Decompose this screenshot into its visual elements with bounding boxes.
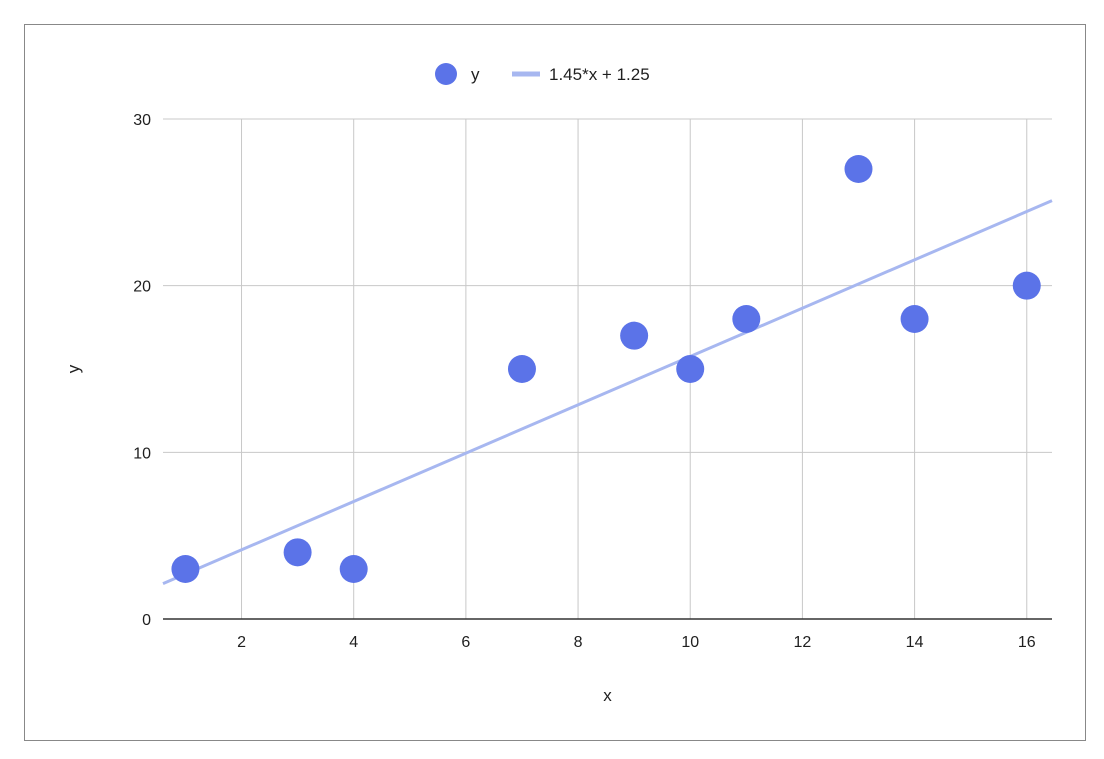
x-tick-label: 14	[906, 634, 924, 651]
data-point	[620, 321, 649, 350]
grid-lines	[163, 118, 1052, 619]
x-tick-label: 8	[574, 634, 583, 651]
data-point	[1012, 271, 1041, 300]
y-tick-label: 20	[133, 279, 151, 296]
chart-frame: 0 10 20 30 2 4 6 8 10 12 14 16 y 1.45*x + 1.25 x y	[24, 24, 1086, 741]
x-tick-label: 4	[349, 634, 358, 651]
legend: y 1.45*x + 1.25	[435, 63, 650, 85]
y-tick-label: 30	[133, 112, 151, 129]
scatter-chart: 0 10 20 30 2 4 6 8 10 12 14 16 y 1.45*x + 1.25 x y	[64, 63, 1053, 705]
data-point	[171, 555, 200, 583]
data-point	[900, 305, 929, 333]
x-tick-label: 6	[461, 634, 470, 651]
y-axis-title: y	[64, 364, 83, 373]
data-point	[676, 355, 705, 383]
data-point	[507, 355, 536, 383]
x-axis-title: x	[603, 686, 612, 705]
x-tick-label: 12	[794, 634, 812, 651]
y-tick-label: 0	[142, 612, 151, 629]
x-tick-label: 10	[681, 634, 699, 651]
axes: 0 10 20 30 2 4 6 8 10 12 14 16	[133, 112, 1052, 651]
data-point	[283, 538, 312, 567]
x-tick-label: 16	[1018, 634, 1036, 651]
legend-label-trendline: 1.45*x + 1.25	[549, 65, 650, 84]
x-tick-label: 2	[237, 634, 246, 651]
data-point	[844, 155, 873, 183]
trendline-layer	[162, 199, 1053, 586]
y-tick-label: 10	[133, 445, 151, 462]
data-point	[339, 555, 368, 583]
legend-marker-y	[435, 63, 457, 85]
data-point	[732, 305, 761, 333]
legend-label-y: y	[471, 65, 480, 84]
trendline	[162, 199, 1053, 586]
data-points	[171, 155, 1041, 583]
